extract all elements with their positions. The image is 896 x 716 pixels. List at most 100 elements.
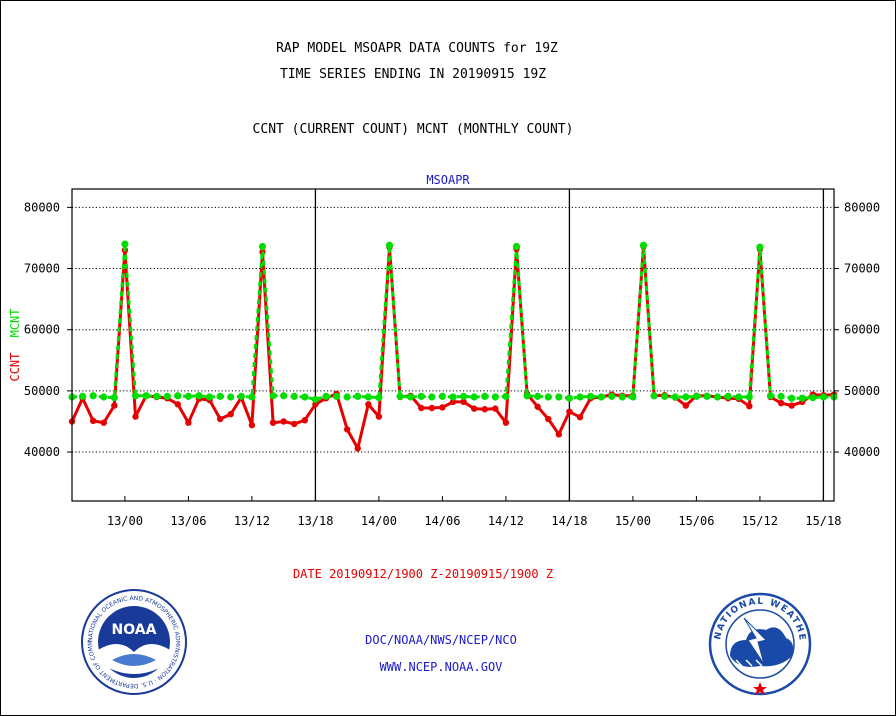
ccnt-point — [746, 402, 753, 410]
mcnt-point — [724, 392, 732, 400]
nws-logo: NATIONAL WEATHER SERVICE — [708, 592, 812, 696]
ccnt-point — [682, 402, 690, 409]
mcnt-point — [713, 393, 722, 401]
mcnt-point — [682, 393, 690, 401]
footer-agency-line: DOC/NOAA/NWS/NCEP/NCO — [365, 633, 517, 647]
ccnt-point — [492, 405, 499, 412]
ccnt-point — [89, 417, 97, 425]
mcnt-point — [491, 393, 499, 401]
ccnt-point — [418, 404, 425, 412]
ccnt-point — [566, 408, 573, 415]
mcnt-point — [153, 392, 161, 400]
ccnt-point — [269, 419, 277, 426]
mcnt-series — [68, 240, 838, 404]
ccnt-point — [460, 398, 467, 406]
ccnt-point — [439, 404, 446, 411]
y-tick-label-right: 60000 — [844, 323, 880, 337]
mcnt-point — [735, 393, 743, 401]
mcnt-point — [586, 392, 595, 400]
y-tick-label-left: 70000 — [24, 262, 60, 276]
mcnt-point — [639, 241, 648, 249]
mcnt-point — [523, 392, 531, 400]
ccnt-line — [70, 245, 835, 450]
mcnt-point — [745, 393, 753, 401]
mcnt-point — [819, 393, 828, 401]
y-tick-label-right: 80000 — [844, 200, 880, 214]
mcnt-point — [163, 392, 171, 400]
plot-label: MSOAPR — [426, 173, 470, 187]
mcnt-point — [280, 392, 288, 400]
ccnt-point — [555, 431, 563, 438]
mcnt-point — [565, 394, 574, 402]
mcnt-point — [89, 392, 97, 400]
mcnt-point — [396, 392, 404, 400]
mcnt-point — [428, 393, 436, 401]
mcnt-point — [258, 242, 267, 251]
mcnt-point — [332, 392, 341, 400]
mcnt-point — [237, 392, 245, 400]
mcnt-point — [269, 392, 277, 400]
mcnt-point — [195, 392, 203, 400]
mcnt-point — [449, 393, 457, 401]
y-tick-label-right: 70000 — [844, 262, 880, 276]
mcnt-point — [343, 393, 351, 401]
mcnt-point — [290, 392, 298, 400]
x-tick-label: 14/00 — [361, 514, 397, 528]
mcnt-point — [650, 392, 658, 400]
mcnt-point — [798, 394, 806, 402]
grid-lines — [72, 189, 834, 501]
ccnt-point — [291, 420, 298, 428]
mcnt-point — [481, 392, 489, 400]
mcnt-point — [618, 393, 626, 401]
ccnt-point — [174, 401, 182, 408]
mcnt-point — [512, 242, 521, 251]
y-tick-label-left: 60000 — [24, 323, 60, 337]
mcnt-point — [407, 393, 415, 401]
ccnt-point — [449, 398, 457, 406]
mcnt-point — [385, 241, 394, 249]
mcnt-point — [110, 394, 118, 402]
mcnt-point — [301, 393, 309, 401]
mcnt-point — [142, 392, 150, 400]
x-tick-label: 15/06 — [678, 514, 714, 528]
ccnt-point — [185, 419, 192, 426]
mcnt-point — [597, 393, 605, 401]
y-axis-label-ccnt: CCNT — [8, 353, 22, 382]
x-tick-label: 14/12 — [488, 514, 524, 528]
ccnt-point — [365, 401, 372, 408]
noaa-logo-text: NOAA — [112, 622, 157, 638]
x-tick-label: 15/18 — [805, 514, 841, 528]
ccnt-point — [343, 426, 351, 433]
x-tick-label: 13/18 — [297, 514, 333, 528]
ccnt-point — [576, 413, 584, 421]
mcnt-point — [100, 393, 108, 401]
mcnt-point — [534, 392, 542, 400]
mcnt-point — [629, 393, 637, 401]
y-tick-label-right: 50000 — [844, 384, 880, 398]
mcnt-point — [459, 392, 468, 400]
chart-subtitle: CCNT (CURRENT COUNT) MCNT (MONTHLY COUNT… — [253, 122, 574, 137]
x-tick-label: 14/06 — [424, 514, 460, 528]
x-tick-label: 15/00 — [615, 514, 651, 528]
mcnt-point — [216, 392, 224, 400]
mcnt-point — [809, 394, 817, 402]
x-tick-label: 15/12 — [742, 514, 778, 528]
ccnt-point — [132, 413, 139, 420]
mcnt-point — [502, 392, 510, 400]
x-tick-label: 14/18 — [551, 514, 587, 528]
ccnt-point — [111, 402, 118, 409]
mcnt-point — [375, 394, 383, 402]
mcnt-point — [671, 393, 679, 401]
mcnt-point — [184, 392, 193, 400]
mcnt-point — [78, 392, 87, 400]
mcnt-point — [576, 393, 584, 401]
ccnt-point — [777, 399, 785, 407]
footer-website: WWW.NCEP.NOAA.GOV — [380, 660, 503, 674]
mcnt-point — [692, 392, 701, 400]
mcnt-point — [174, 392, 182, 400]
ccnt-point — [428, 404, 436, 412]
series-layer — [68, 240, 838, 452]
ccnt-point — [354, 445, 361, 452]
ccnt-point — [100, 419, 107, 426]
x-tick-label: 13/12 — [234, 514, 270, 528]
